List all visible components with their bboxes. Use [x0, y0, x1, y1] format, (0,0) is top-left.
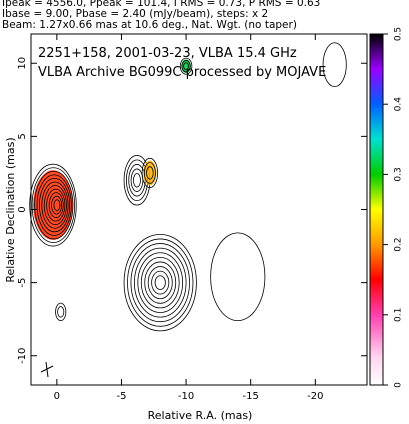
x-tick-label: -15 — [243, 391, 259, 402]
colorbar-tick-label: 0.3 — [394, 167, 404, 181]
contour-level — [151, 270, 170, 295]
y-axis-label: Relative Declination (mas) — [4, 137, 17, 282]
contour-level — [146, 166, 154, 180]
contour-level — [53, 199, 61, 211]
header-line-3: Beam: 1.27x0.66 mas at 10.6 deg., Nat. W… — [2, 19, 297, 31]
contour-level — [125, 159, 148, 201]
contour-level — [41, 181, 69, 229]
contour-level — [144, 261, 177, 304]
contour-level — [127, 238, 194, 327]
header-line-2: Ibase = 9.00, Pbase = 2.40 (mJy/beam), s… — [2, 8, 269, 20]
contour-level — [130, 168, 144, 192]
contour-components — [29, 42, 347, 332]
y-tick-label: 0 — [17, 206, 28, 212]
contour-level — [51, 195, 63, 215]
y-axis-ticks: 10 5 0 -5 -10 — [17, 57, 367, 364]
polarization-fill — [181, 59, 192, 74]
contour-level — [34, 170, 74, 240]
colorbar-tick-label: 0.4 — [394, 97, 404, 112]
x-tick-label: -5 — [116, 391, 126, 402]
x-tick-label: -10 — [178, 391, 194, 402]
contour-level — [143, 162, 156, 184]
component-knot-a — [141, 157, 159, 188]
x-axis-ticks: 0 -5 -10 -15 -20 — [54, 34, 323, 402]
contour-level — [133, 247, 187, 318]
contour-level — [322, 42, 347, 88]
contour-level — [181, 60, 191, 73]
x-tick-label: 0 — [54, 391, 60, 402]
colorbar-tick-label: 0.1 — [394, 308, 404, 322]
contour-level — [137, 252, 184, 313]
component-north-blob — [322, 42, 347, 88]
contour-level — [31, 167, 76, 243]
y-tick-label: -5 — [17, 278, 28, 288]
plot-frame — [30, 33, 368, 386]
chart-subtitle: VLBA Archive BG099C processed by MOJAVE — [38, 65, 326, 80]
contour-level — [43, 185, 67, 226]
colorbar — [369, 33, 384, 386]
contour-level — [210, 232, 266, 322]
contour-level — [123, 233, 197, 332]
contour-level — [141, 157, 159, 188]
x-axis-label: Relative R.A. (mas) — [148, 409, 253, 422]
contour-level — [29, 163, 77, 247]
component-south-knot — [55, 302, 67, 322]
contour-level — [48, 192, 64, 218]
beam-marker — [40, 361, 54, 378]
y-tick-label: 10 — [17, 57, 28, 70]
contour-level — [36, 174, 72, 236]
contour-level — [140, 256, 180, 309]
contour-level — [57, 306, 65, 318]
x-tick-label: -20 — [307, 391, 323, 402]
colorbar-ticks: 0 0.1 0.2 0.3 0.4 0.5 — [383, 27, 404, 388]
component-east-blob — [210, 232, 266, 322]
y-tick-label: -10 — [17, 348, 28, 364]
component-core — [29, 163, 77, 247]
polarization-fill — [143, 160, 157, 186]
contour-level — [183, 62, 189, 71]
contour-level — [46, 188, 66, 222]
contour-level — [133, 173, 141, 188]
component-knot-b — [179, 57, 193, 75]
chart-title: 2251+158, 2001-03-23, VLBA 15.4 GHz — [38, 46, 297, 61]
contour-level — [55, 302, 67, 322]
colorbar-tick-label: 0 — [394, 382, 404, 388]
contour-level — [38, 178, 71, 233]
contour-level — [130, 243, 190, 323]
header-line-1: Ipeak = 4556.0, Ppeak = 101.4, I RMS = 0… — [2, 0, 321, 9]
contour-level — [147, 266, 173, 300]
colorbar-tick-label: 0.2 — [394, 237, 404, 251]
component-lobe — [123, 233, 197, 332]
y-tick-label: 5 — [17, 133, 28, 139]
contour-level — [154, 275, 166, 290]
colorbar-tick-label: 0.5 — [394, 27, 404, 41]
contour-level — [179, 57, 193, 75]
